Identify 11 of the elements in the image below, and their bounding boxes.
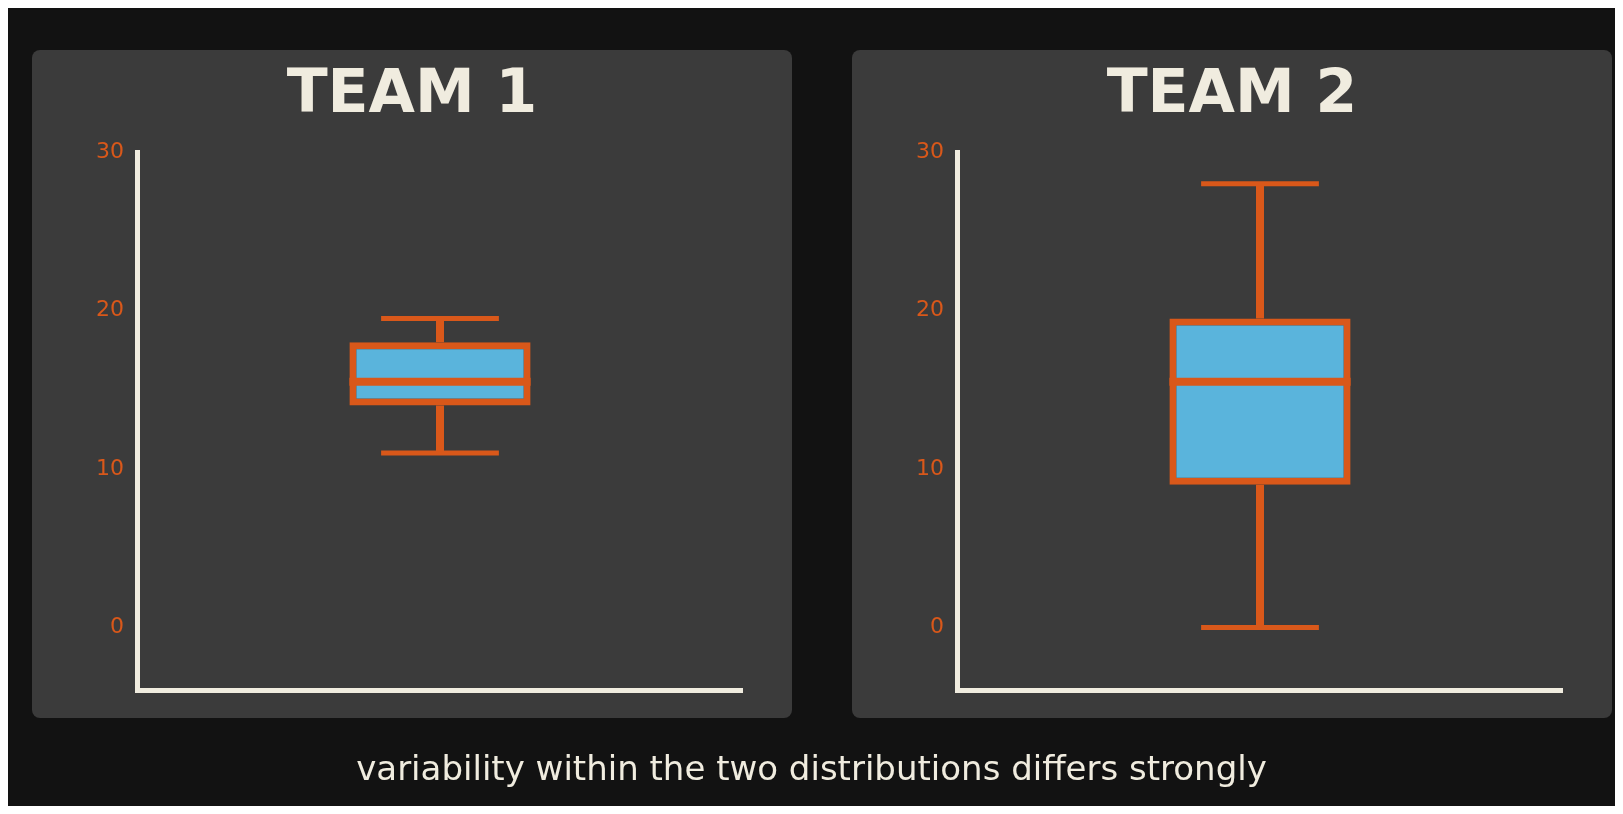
y-tick-label: 10 bbox=[95, 454, 124, 480]
y-tick-label: 0 bbox=[929, 613, 944, 639]
chart-title: TEAM 2 bbox=[1106, 55, 1358, 126]
y-tick-label: 10 bbox=[915, 454, 944, 480]
y-tick-label: 20 bbox=[915, 296, 944, 322]
text: variability within the two distributions differs strongly bbox=[355, 748, 1268, 788]
y-tick-label: 20 bbox=[95, 296, 124, 322]
chart-title: TEAM 1 bbox=[286, 55, 538, 126]
y-tick-label: 30 bbox=[95, 137, 124, 163]
y-tick-label: 30 bbox=[915, 137, 944, 163]
y-tick-label: 0 bbox=[109, 613, 124, 639]
